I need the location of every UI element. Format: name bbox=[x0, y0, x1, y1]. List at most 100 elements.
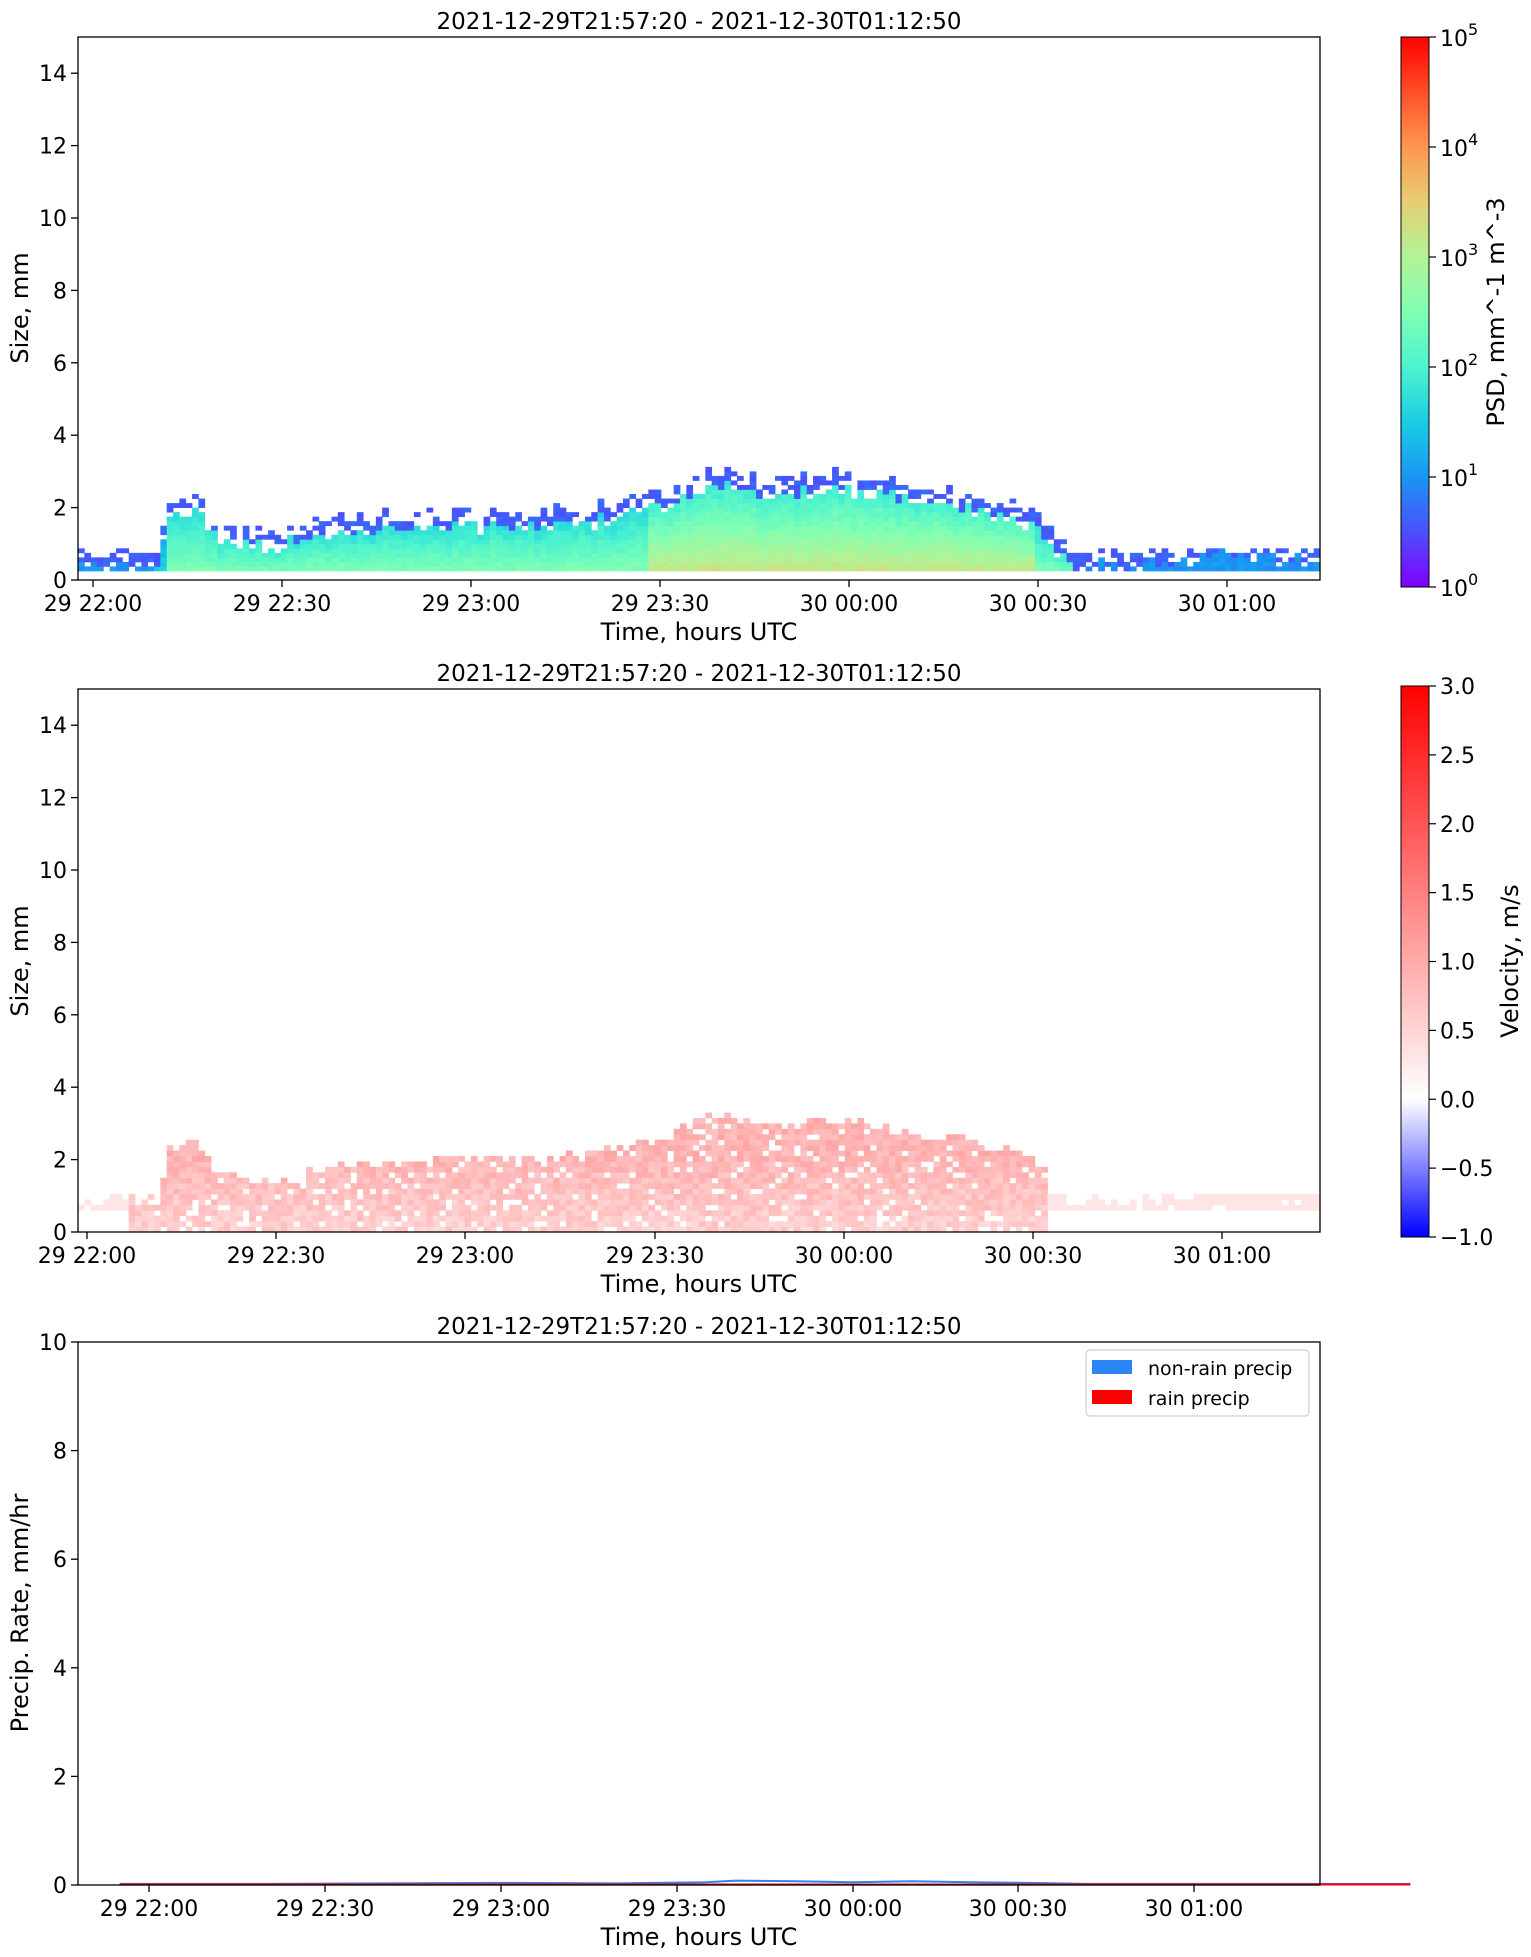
velocity-cell bbox=[844, 1193, 852, 1200]
velocity-cell bbox=[971, 1226, 979, 1233]
psd-cell bbox=[914, 530, 922, 536]
psd-cell bbox=[439, 539, 446, 545]
velocity-cell bbox=[641, 1210, 649, 1217]
psd-cell bbox=[128, 557, 136, 563]
velocity-cell bbox=[743, 1145, 751, 1151]
velocity-cell bbox=[819, 1145, 827, 1151]
psd-cell bbox=[141, 566, 149, 572]
psd-cell bbox=[844, 507, 852, 513]
velocity-cell bbox=[1034, 1177, 1042, 1184]
velocity-cell bbox=[1218, 1193, 1226, 1200]
psd-cell bbox=[1034, 561, 1042, 567]
psd-cell bbox=[838, 561, 846, 567]
velocity-cell bbox=[775, 1210, 782, 1217]
psd-cell bbox=[927, 489, 934, 495]
psd-cell bbox=[192, 539, 199, 545]
psd-cell bbox=[344, 557, 351, 563]
velocity-cell bbox=[787, 1193, 795, 1200]
psd-cell bbox=[597, 507, 605, 513]
velocity-cell bbox=[724, 1199, 732, 1206]
psd-cell bbox=[876, 498, 884, 504]
velocity-cell bbox=[870, 1188, 877, 1195]
psd-cell bbox=[895, 512, 903, 518]
psd-cell bbox=[616, 548, 624, 554]
psd-cell bbox=[179, 534, 187, 540]
psd-cell bbox=[781, 566, 789, 572]
psd-cell bbox=[705, 525, 713, 531]
velocity-cell bbox=[958, 1150, 966, 1157]
psd-cell bbox=[489, 543, 497, 549]
velocity-cell bbox=[895, 1155, 903, 1162]
velocity-cell bbox=[838, 1204, 846, 1211]
psd-cell bbox=[1161, 552, 1169, 558]
velocity-cell bbox=[946, 1134, 953, 1141]
velocity-cell bbox=[838, 1226, 846, 1233]
psd-cell bbox=[838, 539, 846, 545]
velocity-cell bbox=[230, 1204, 237, 1211]
psd-cell bbox=[876, 516, 884, 522]
velocity-cell bbox=[863, 1177, 871, 1184]
psd-cell bbox=[1009, 530, 1017, 536]
velocity-cell bbox=[1015, 1172, 1023, 1179]
velocity-cell bbox=[496, 1161, 503, 1168]
velocity-cell bbox=[692, 1139, 700, 1146]
velocity-cell bbox=[1060, 1204, 1067, 1211]
psd-cell bbox=[927, 557, 934, 563]
psd-cell bbox=[578, 561, 586, 567]
velocity-cell bbox=[489, 1215, 497, 1222]
psd-cell bbox=[591, 557, 599, 563]
psd-cell bbox=[1022, 543, 1029, 549]
psd-cell bbox=[718, 507, 725, 513]
psd-cell bbox=[984, 566, 991, 572]
velocity-cell bbox=[616, 1193, 624, 1200]
psd-cell bbox=[534, 561, 541, 567]
psd-cell bbox=[369, 539, 377, 545]
velocity-cell bbox=[527, 1161, 535, 1168]
psd-cell bbox=[876, 534, 884, 540]
velocity-cell bbox=[990, 1155, 998, 1162]
velocity-cell bbox=[192, 1172, 199, 1179]
psd-cell bbox=[1028, 557, 1036, 563]
psd-cell bbox=[1294, 561, 1302, 567]
psd-cell bbox=[775, 557, 782, 563]
velocity-cell bbox=[249, 1210, 256, 1217]
panel-precip-title: 2021-12-29T21:57:20 - 2021-12-30T01:12:5… bbox=[437, 1314, 962, 1340]
psd-cell bbox=[851, 516, 858, 522]
psd-cell bbox=[527, 552, 535, 558]
velocity-cell bbox=[832, 1155, 839, 1162]
psd-cell bbox=[204, 530, 212, 536]
velocity-cell bbox=[787, 1183, 795, 1189]
psd-cell bbox=[1072, 557, 1080, 563]
velocity-cell bbox=[838, 1161, 846, 1168]
psd-cell bbox=[337, 557, 345, 563]
psd-cell bbox=[933, 516, 941, 522]
psd-cell bbox=[217, 552, 225, 558]
velocity-cell bbox=[927, 1215, 934, 1222]
psd-cell bbox=[179, 498, 187, 504]
psd-cell bbox=[356, 552, 364, 558]
velocity-cell bbox=[147, 1221, 155, 1227]
x-tick-label: 29 22:00 bbox=[38, 1244, 136, 1269]
velocity-cell bbox=[920, 1177, 928, 1184]
psd-cell bbox=[933, 552, 941, 558]
psd-cell bbox=[306, 548, 313, 554]
psd-cell bbox=[559, 566, 567, 572]
psd-cell bbox=[692, 534, 700, 540]
psd-cell bbox=[382, 530, 389, 536]
psd-cell bbox=[204, 566, 212, 572]
psd-cell bbox=[622, 548, 630, 554]
velocity-cell bbox=[261, 1215, 269, 1222]
psd-cell bbox=[794, 534, 801, 540]
psd-cell bbox=[737, 530, 744, 536]
psd-cell bbox=[679, 561, 687, 567]
velocity-cell bbox=[280, 1193, 288, 1200]
velocity-cell bbox=[711, 1155, 719, 1162]
velocity-cell bbox=[660, 1139, 668, 1146]
psd-cell bbox=[718, 512, 725, 518]
velocity-cell bbox=[185, 1166, 193, 1173]
velocity-cell bbox=[819, 1183, 827, 1189]
psd-cell bbox=[1212, 566, 1220, 572]
psd-cell bbox=[882, 530, 890, 536]
velocity-cell bbox=[394, 1193, 402, 1200]
psd-cell bbox=[933, 557, 941, 563]
